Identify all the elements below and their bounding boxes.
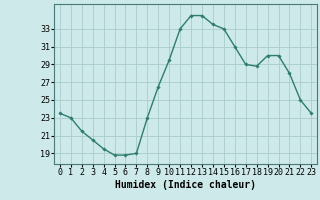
X-axis label: Humidex (Indice chaleur): Humidex (Indice chaleur) (115, 180, 256, 190)
